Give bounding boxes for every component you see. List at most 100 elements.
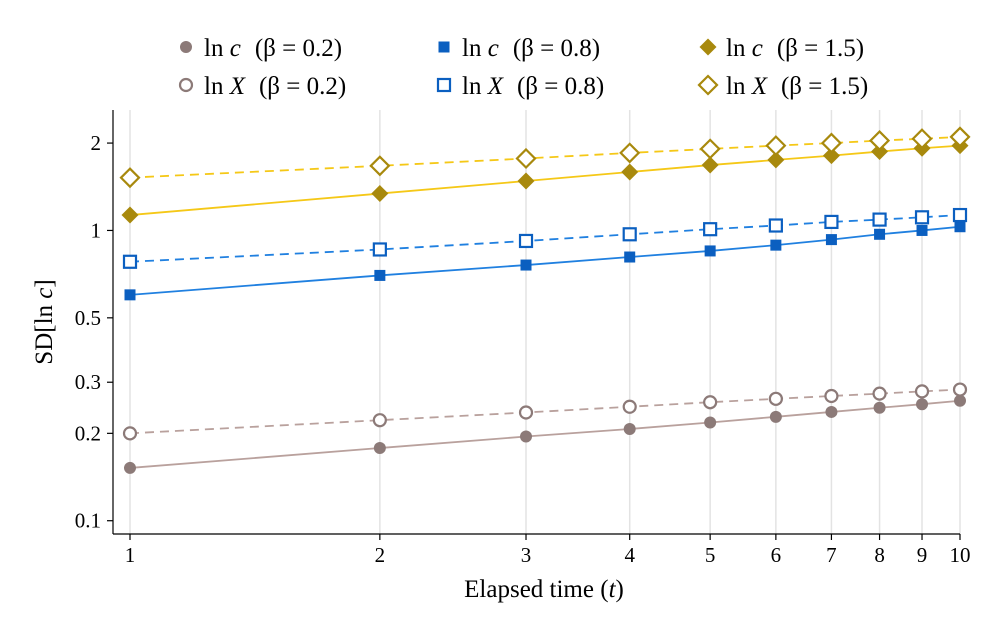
data-point [825,234,837,246]
legend-entry: ln X (β = 0.8) [436,73,604,100]
data-point [914,210,930,225]
x-tick-label: 4 [624,543,635,567]
data-point [122,254,138,269]
data-point [820,132,842,154]
data-point [872,386,887,401]
legend-marker [438,41,450,53]
data-point [911,128,933,150]
legend-label: ln c (β = 0.2) [204,35,342,62]
data-point [372,413,387,428]
legend-marker [180,41,192,53]
data-point [369,155,391,177]
data-point [825,405,838,418]
data-point [518,405,534,420]
x-tick-label: 8 [874,543,885,567]
data-point [703,222,718,237]
legend-marker [697,74,719,96]
legend-label: ln c (β = 0.8) [462,35,600,62]
tick-layer: 1 2 3 4 5 6 7 8 9 10 0.1 0.2 0.3 0.5 1 2 [75,131,971,567]
x-tick-label: 1 [125,543,136,567]
data-point [622,227,637,242]
legend-label: ln X (β = 0.2) [204,73,346,100]
y-tick-label: 0.1 [75,509,101,533]
x-tick-label: 3 [521,543,532,567]
data-point [119,167,141,189]
legend-marker [178,77,194,93]
y-tick-label: 0.3 [75,370,101,394]
data-point [824,214,839,230]
series-line [129,225,961,296]
data-point [949,126,971,148]
legend-entry: ln X (β = 1.5) [697,73,868,100]
x-axis-title: Elapsed time (t) [464,576,624,603]
legend-entry: ln c (β = 1.5) [699,35,864,62]
data-point [515,147,537,170]
data-point [624,251,636,263]
x-tick-label: 7 [826,543,837,567]
data-point [916,398,929,411]
series-line [129,144,961,216]
data-point [954,394,966,407]
data-point [121,206,139,224]
data-point [871,143,889,161]
series-line [129,136,961,179]
legend-entry: ln c (β = 0.2) [180,35,342,62]
legend-marker [699,38,717,56]
data-point [518,233,534,249]
data-point [914,384,930,399]
data-point [619,142,641,164]
x-tick-label: 2 [375,543,386,567]
axis-layer [112,110,960,535]
data-point [874,228,886,240]
y-tick-label: 0.2 [75,421,101,445]
data-point [124,289,136,301]
data-point [824,388,839,404]
x-tick-label: 10 [950,543,971,567]
data-point [371,185,389,203]
data-point [703,395,718,410]
data-point [704,245,716,257]
data-point [372,242,387,257]
series-line [129,388,961,435]
x-tick-label: 6 [771,543,782,567]
data-point [768,218,783,233]
legend-entry: ln X (β = 0.2) [178,73,346,100]
data-point [916,224,928,236]
data-point [622,399,637,414]
data-point [769,410,782,423]
data-point [770,239,782,251]
legend-label: ln X (β = 1.5) [726,73,868,100]
data-point [517,172,535,190]
data-point [765,135,787,157]
data-point [704,416,717,429]
data-point [621,163,639,181]
data-point [520,430,533,443]
x-tick-label: 9 [917,543,928,567]
legend-marker [436,77,452,93]
series-line [129,214,961,263]
data-point [124,461,136,474]
legend-label: ln c (β = 1.5) [726,35,864,62]
data-point [701,156,719,174]
data-point [520,259,532,271]
y-tick-label: 0.5 [75,306,101,330]
data-point [373,442,386,455]
data-point [952,207,968,223]
data-point [954,221,966,233]
data-point [699,138,721,160]
data-point [768,391,783,406]
data-point [869,130,891,152]
data-point [822,147,840,165]
series-layer [119,126,971,474]
data-point [122,426,138,441]
y-tick-label: 1 [91,218,102,242]
data-point [872,212,887,227]
legend-entry: ln c (β = 0.8) [438,35,600,62]
series-line [129,399,961,469]
legend-label: ln X (β = 0.8) [462,73,604,100]
legend: ln c (β = 0.2) ln c (β = 0.8) ln c (β = 1.5) l… [178,35,868,100]
grid-layer [129,110,961,534]
data-point [952,382,968,397]
